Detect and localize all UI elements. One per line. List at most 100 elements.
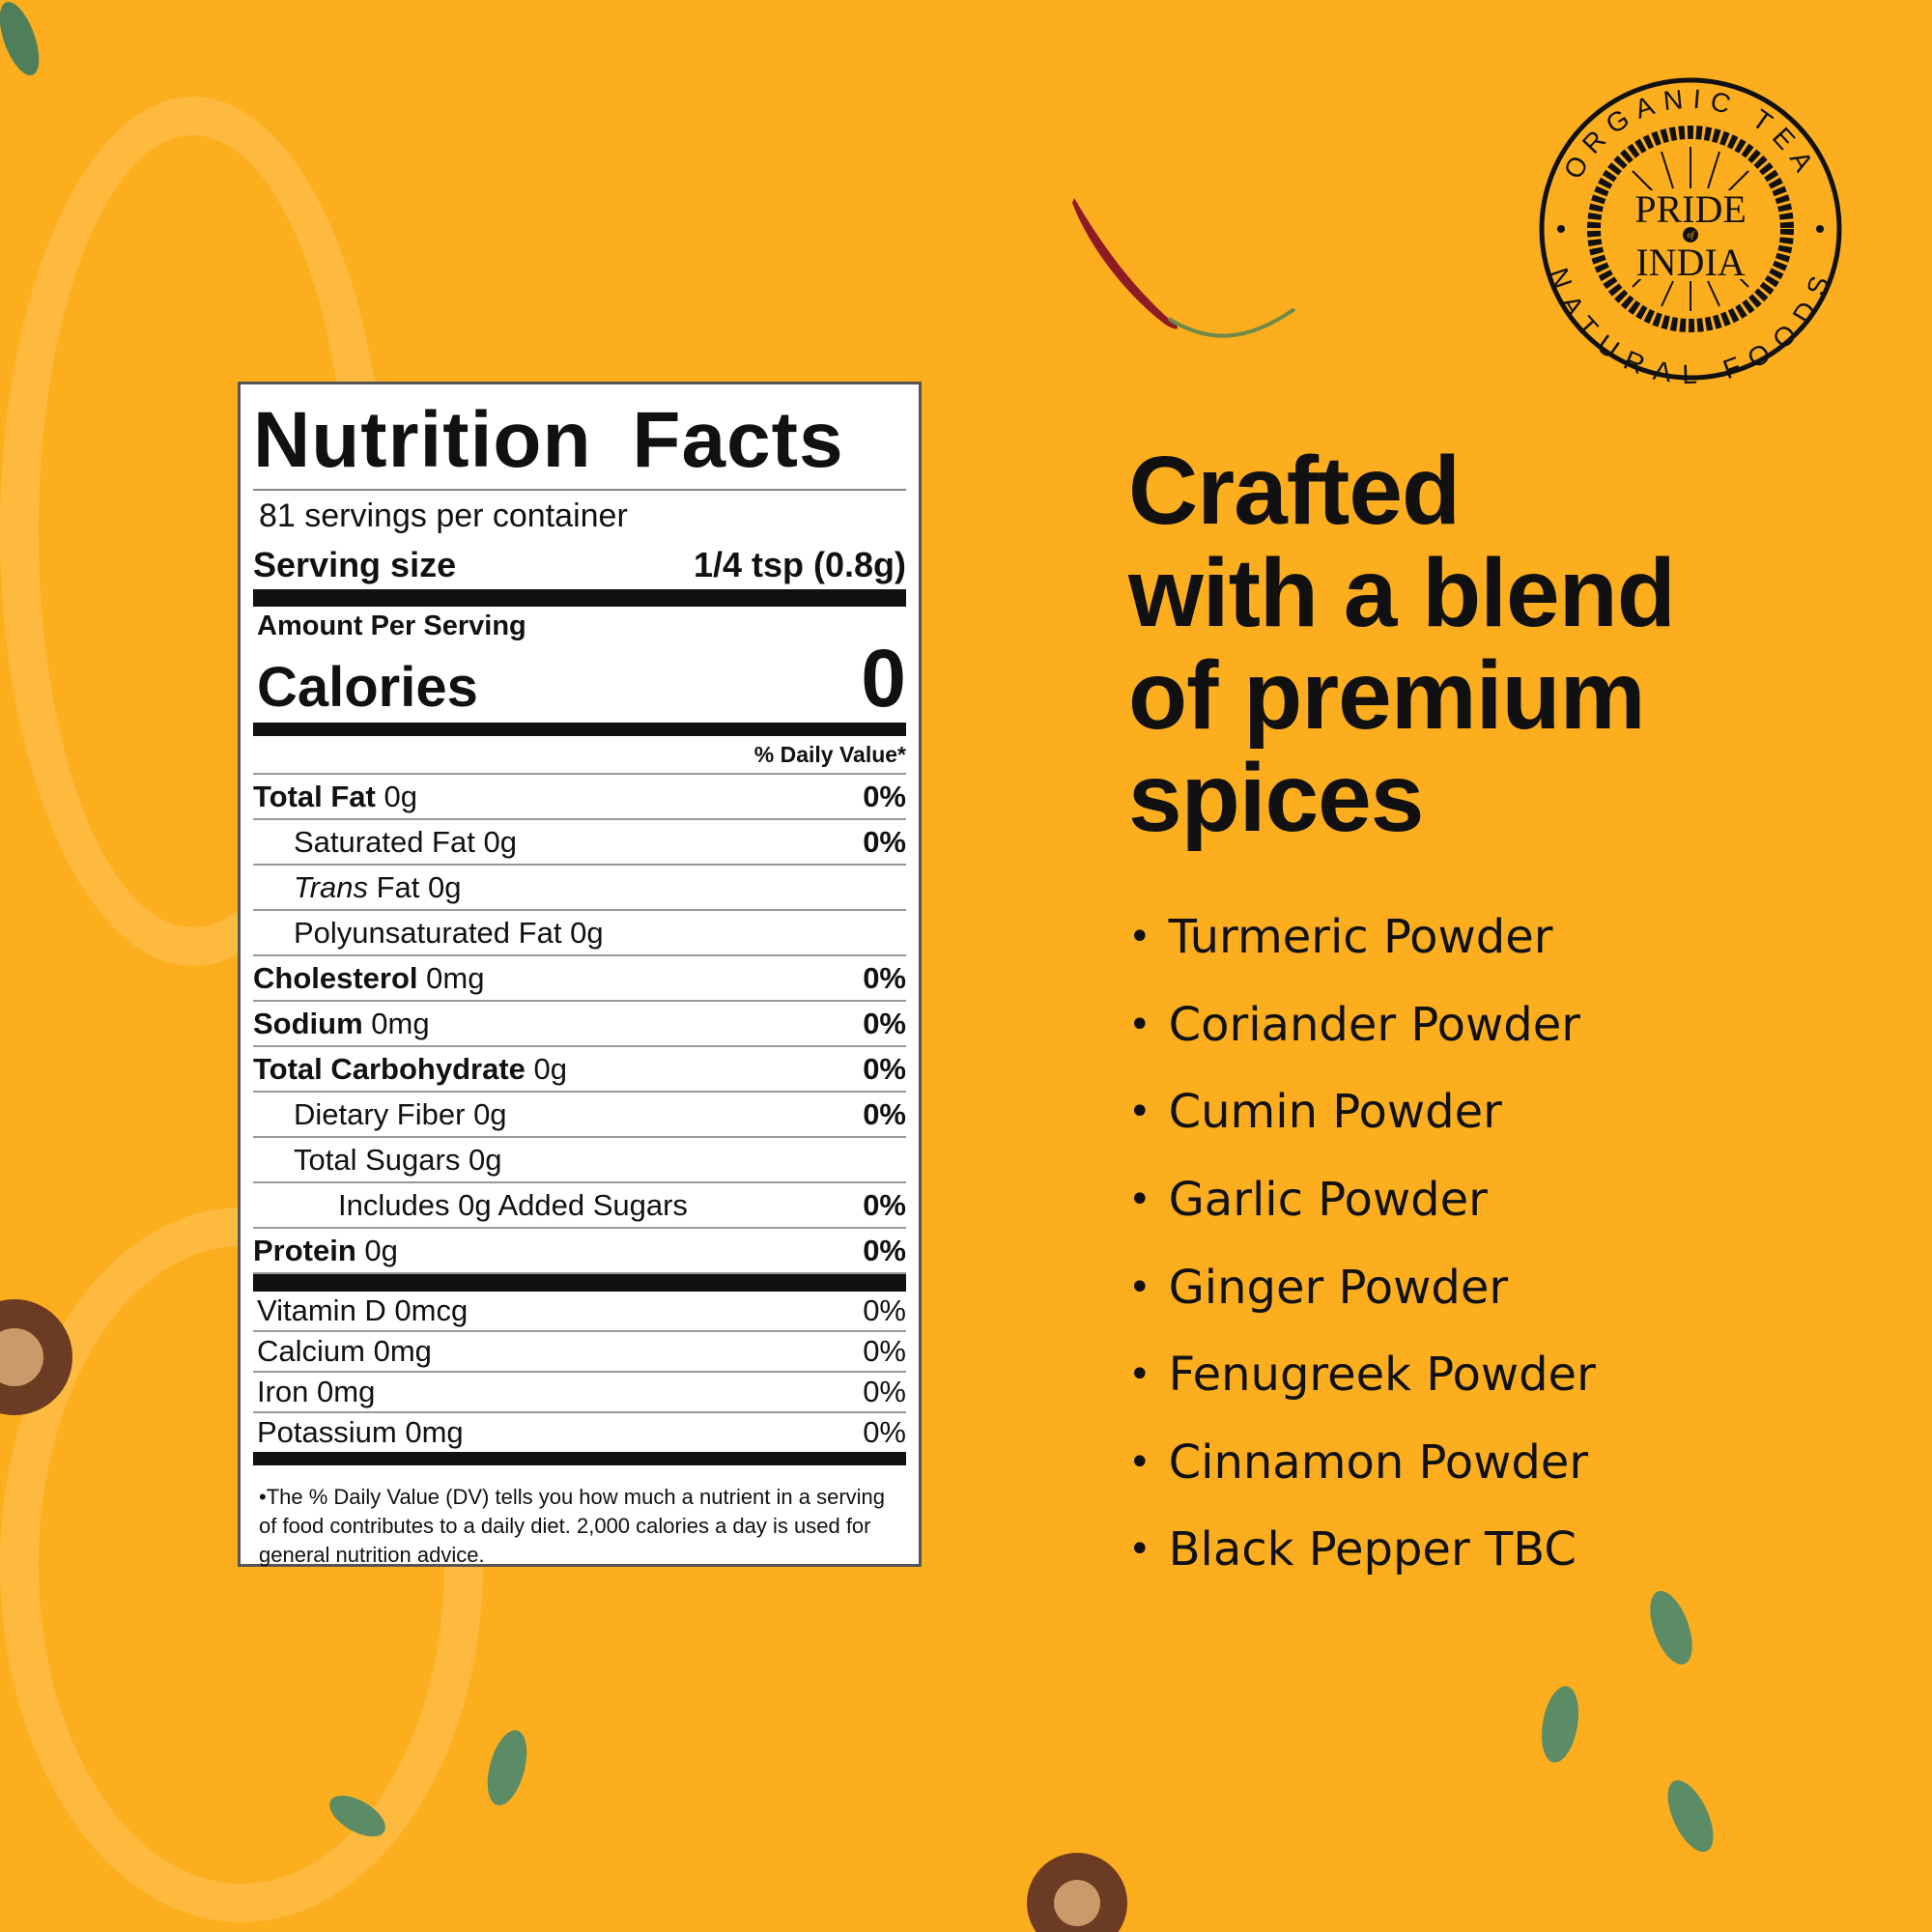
spice-name: Turmeric Powder	[1168, 910, 1553, 965]
nutrient-row: Sodium 0mg 0%	[253, 1002, 906, 1047]
spice-list: • Turmeric Powder • Coriander Powder • Cumin …	[1128, 894, 1596, 1594]
leaf-icon	[487, 1730, 527, 1805]
amount-per-serving: Amount Per Serving	[257, 611, 526, 641]
leaf-icon	[329, 1795, 385, 1837]
divider	[253, 489, 906, 491]
calories-value: 0	[861, 633, 906, 724]
nutrient-amount: 0g	[533, 1051, 568, 1086]
nutrient-label: Dietary Fiber 0g	[294, 1097, 507, 1132]
nutrient-daily-value: 0%	[863, 779, 906, 813]
vitamin-row: Calcium 0mg 0%	[253, 1332, 906, 1373]
nutrient-name: Sodium	[253, 1006, 363, 1040]
nutrient-label: Saturated Fat 0g	[294, 825, 517, 860]
nutrient-amount: 0g	[468, 1142, 502, 1177]
bullet-icon: •	[1128, 1527, 1151, 1573]
nutrient-name: Polyunsaturated Fat	[294, 915, 562, 950]
nutrient-row: Includes 0g Added Sugars 0%	[253, 1183, 906, 1229]
nutrient-label: Cholesterol 0mg	[253, 961, 484, 996]
vitamin-name: Iron 0mg	[257, 1375, 376, 1408]
nutrient-row: Total Sugars 0g	[253, 1138, 906, 1183]
nutrient-label: Total Sugars 0g	[294, 1143, 501, 1178]
spice-name: Cinnamon Powder	[1168, 1435, 1589, 1490]
nutrient-amount: Fat 0g	[376, 869, 462, 904]
headline-line: Crafted	[1128, 437, 1461, 545]
vitamin-daily-value: 0%	[863, 1334, 906, 1368]
nutrient-row: Total Fat 0g 0%	[253, 775, 906, 820]
nutrient-row: Total Carbohydrate 0g 0%	[253, 1047, 906, 1093]
nutrient-row: Polyunsaturated Fat 0g	[253, 911, 906, 956]
spice-item: • Turmeric Powder	[1128, 894, 1596, 981]
vitamin-name: Potassium 0mg	[257, 1415, 464, 1449]
headline: Crafted with a blend of premium spices	[1128, 440, 1901, 849]
nutrient-amount: 0g	[384, 779, 417, 813]
divider	[253, 723, 906, 736]
nutrient-name: Total Sugars	[294, 1142, 461, 1177]
spice-name: Black Pepper TBC	[1168, 1522, 1577, 1577]
nutrient-amount: 0g	[364, 1233, 398, 1267]
spice-item: • Fenugreek Powder	[1128, 1331, 1596, 1419]
footnote-text: The % Daily Value (DV) tells you how muc…	[259, 1485, 886, 1567]
spice-item: • Coriander Powder	[1128, 981, 1596, 1069]
svg-text:of: of	[1687, 230, 1695, 240]
leaf-icon	[0, 2, 40, 75]
nutrient-row: Saturated Fat 0g 0%	[253, 820, 906, 866]
nutrient-row: Protein 0g 0%	[253, 1229, 906, 1274]
nutrient-name: Protein	[253, 1233, 356, 1267]
garlic-icon	[0, 1299, 72, 1415]
nutrient-name: Total Fat	[253, 779, 376, 813]
nutrient-name: Includes 0g Added Sugars	[338, 1187, 688, 1222]
spice-name: Cumin Powder	[1168, 1085, 1502, 1140]
leaf-icon	[1667, 1779, 1714, 1853]
nutrient-row: Cholesterol 0mg 0%	[253, 956, 906, 1002]
nutrient-daily-value: 0%	[863, 1187, 906, 1222]
nutrient-label: Total Carbohydrate 0g	[253, 1052, 567, 1087]
svg-text:PRIDE: PRIDE	[1634, 187, 1747, 231]
vitamin-daily-value: 0%	[863, 1293, 906, 1327]
headline-line: with a blend	[1128, 539, 1676, 647]
calories-row: Calories 0	[253, 638, 906, 719]
headline-line: of premium	[1128, 641, 1645, 750]
nutrient-name: Dietary Fiber	[294, 1096, 466, 1131]
spice-item: • Ginger Powder	[1128, 1243, 1596, 1331]
nutrient-amount: 0g	[570, 915, 604, 950]
brand-logo: ORGANIC TEA NATURAL FOODS PRIDE of INDIA	[1539, 77, 1842, 384]
divider	[253, 589, 906, 607]
vitamin-daily-value: 0%	[863, 1375, 906, 1408]
vitamin-name: Calcium 0mg	[257, 1334, 432, 1368]
chili-pepper-icon	[1072, 198, 1296, 338]
bullet-icon: •	[1128, 1002, 1151, 1047]
nutrient-daily-value: 0%	[863, 1233, 906, 1267]
nutrient-daily-value: 0%	[863, 960, 906, 995]
nutrient-label: Polyunsaturated Fat 0g	[294, 916, 604, 951]
footnote: •The % Daily Value (DV) tells you how mu…	[259, 1485, 886, 1567]
spice-item: • Garlic Powder	[1128, 1156, 1596, 1244]
leaf-icon	[1541, 1686, 1579, 1763]
bullet-icon: •	[1128, 1090, 1151, 1135]
servings-per-container: 81 servings per container	[259, 497, 628, 534]
bullet-icon: •	[1128, 1439, 1151, 1485]
nutrient-name: Total Carbohydrate	[253, 1051, 526, 1086]
spice-name: Fenugreek Powder	[1168, 1348, 1596, 1403]
nutrient-name: Saturated Fat	[294, 824, 475, 859]
garlic-icon	[1027, 1853, 1127, 1932]
vitamin-name: Vitamin D 0mcg	[257, 1293, 469, 1327]
spice-name: Garlic Powder	[1168, 1173, 1488, 1228]
vitamin-row: Potassium 0mg 0%	[253, 1413, 906, 1452]
svg-text:INDIA: INDIA	[1635, 241, 1745, 284]
nutrient-amount: 0g	[473, 1096, 507, 1131]
nutrition-facts-label: Nutrition Facts 81 servings per containe…	[238, 382, 922, 1567]
nutrient-label: Total Fat 0g	[253, 780, 417, 814]
nutrient-name: Cholesterol	[253, 960, 418, 995]
nutrient-daily-value: 0%	[863, 1006, 906, 1040]
bullet-icon: •	[1128, 915, 1151, 960]
bullet-icon: •	[1128, 1264, 1151, 1310]
nutrient-daily-value: 0%	[863, 824, 906, 859]
vitamin-daily-value: 0%	[863, 1415, 906, 1449]
spice-name: Ginger Powder	[1168, 1260, 1509, 1315]
nutrient-daily-value: 0%	[863, 1096, 906, 1131]
vitamin-row: Iron 0mg 0%	[253, 1373, 906, 1413]
headline-line: spices	[1128, 744, 1424, 852]
nutrient-row: Dietary Fiber 0g 0%	[253, 1093, 906, 1138]
serving-size-value: 1/4 tsp (0.8g)	[693, 545, 906, 584]
nutrient-label: Sodium 0mg	[253, 1007, 430, 1041]
